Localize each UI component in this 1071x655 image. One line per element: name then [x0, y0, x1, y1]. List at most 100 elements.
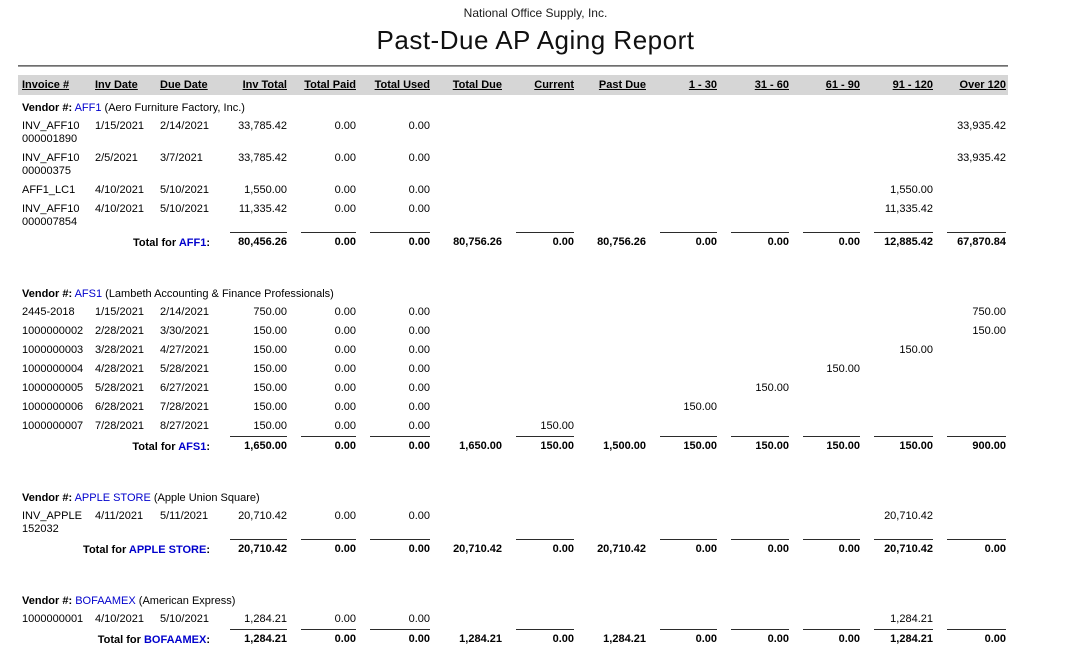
total-value-total_used: 0.00	[370, 539, 430, 556]
cell-b91_120: 1,550.00	[890, 184, 933, 196]
cell-b31_60	[719, 398, 791, 417]
invoice-row: INV_AFF10000007854 4/10/2021 5/10/2021 11,3…	[18, 200, 1008, 232]
invoice-row: 1000000005 5/28/2021 6/27/2021 150.00 0.00 0.…	[18, 379, 1008, 398]
total-value-b31_60: 0.00	[731, 629, 789, 646]
cell-due_date: 3/7/2021	[160, 152, 203, 164]
cell-total_paid: 0.00	[334, 363, 356, 375]
title-divider	[18, 65, 1008, 67]
cell-inv_date: 1/15/2021	[95, 306, 144, 318]
cell-b61_90	[791, 322, 862, 341]
cell-invoice: INV_AFF10000007854	[22, 203, 80, 228]
cell-total_used: 0.00	[408, 401, 430, 413]
header-row: Invoice # Inv Date Due Date Inv Total Total …	[18, 75, 1008, 95]
vendor-total-code-link[interactable]: AFF1	[178, 237, 207, 249]
total-cell-b91_120: 1,284.21	[862, 629, 935, 650]
cell-total_due	[432, 507, 504, 539]
total-cell-total_used: 0.00	[358, 436, 432, 457]
cell-inv_date: 2/5/2021	[95, 152, 138, 164]
cell-current	[504, 341, 576, 360]
total-colon: :	[206, 544, 210, 556]
cell-b31_60	[719, 610, 791, 629]
vendor-total-row: Total for AFF1: 80,456.26 0.00 0.00 80,756.2…	[18, 232, 1008, 253]
cell-past_due	[576, 417, 648, 436]
total-value-total_paid: 0.00	[301, 539, 356, 556]
total-value-b91_120: 1,284.21	[874, 629, 933, 646]
total-cell-past_due: 80,756.26	[576, 232, 648, 253]
total-cell-over_120: 900.00	[935, 436, 1008, 457]
spacer-cell	[18, 560, 1008, 588]
vendor-heading: Vendor #: AFS1 (Lambeth Accounting & Fin…	[18, 281, 1008, 303]
vendor-label: Vendor #:	[22, 492, 73, 504]
cell-current	[504, 200, 576, 232]
cell-total_paid: 0.00	[334, 203, 356, 215]
cell-b61_90	[791, 507, 862, 539]
total-cell-past_due: 1,284.21	[576, 629, 648, 650]
cell-b61_90	[791, 379, 862, 398]
cell-inv_total: 20,710.42	[238, 510, 287, 522]
cell-past_due	[576, 610, 648, 629]
cell-b1_30	[648, 303, 719, 322]
cell-inv_date: 4/11/2021	[95, 510, 144, 522]
cell-over_120	[935, 379, 1008, 398]
cell-over_120: 33,935.42	[957, 120, 1006, 132]
vendor-code-link[interactable]: AFS1	[74, 288, 103, 300]
total-cell-current: 0.00	[504, 539, 576, 560]
total-prefix: Total for	[97, 634, 141, 646]
column-header-inv_date: Inv Date	[91, 75, 156, 95]
invoice-row: 1000000006 6/28/2021 7/28/2021 150.00 0.00 0.…	[18, 398, 1008, 417]
vendor-code-link[interactable]: APPLE STORE	[74, 492, 151, 504]
cell-inv_total: 150.00	[253, 420, 287, 432]
vendor-total-code-link[interactable]: APPLE STORE	[128, 544, 207, 556]
cell-past_due	[576, 200, 648, 232]
cell-over_120: 150.00	[972, 325, 1006, 337]
vendor-code-link[interactable]: BOFAAMEX	[75, 595, 136, 607]
cell-b31_60	[719, 200, 791, 232]
total-cell-current: 150.00	[504, 436, 576, 457]
total-cell-total_due: 20,710.42	[432, 539, 504, 560]
total-cell-inv_total: 20,710.42	[218, 539, 289, 560]
column-header-over_120: Over 120	[935, 75, 1008, 95]
cell-inv_total: 11,335.42	[238, 203, 287, 215]
cell-current	[504, 181, 576, 200]
cell-inv_total: 750.00	[253, 306, 287, 318]
page-title: Past-Due AP Aging Report	[376, 25, 695, 55]
vendor-total-code-link[interactable]: BOFAAMEX	[143, 634, 207, 646]
cell-b61_90	[791, 610, 862, 629]
total-value-over_120: 900.00	[947, 436, 1006, 453]
total-prefix: Total for	[132, 441, 176, 453]
total-cell-total_used: 0.00	[358, 629, 432, 650]
vendor-name: (Lambeth Accounting & Finance Profession…	[105, 288, 334, 300]
total-cell-over_120: 67,870.84	[935, 232, 1008, 253]
total-cell-past_due: 1,500.00	[576, 436, 648, 457]
vendor-code-link[interactable]: AFF1	[74, 102, 102, 114]
cell-over_120	[935, 610, 1008, 629]
cell-total_used: 0.00	[408, 184, 430, 196]
total-cell-b31_60: 0.00	[719, 232, 791, 253]
cell-current	[504, 149, 576, 181]
cell-current	[504, 379, 576, 398]
cell-invoice: 1000000007	[22, 420, 84, 432]
cell-total_paid: 0.00	[334, 306, 356, 318]
total-cell-b1_30: 0.00	[648, 629, 719, 650]
cell-current: 150.00	[540, 420, 574, 432]
section-spacer	[18, 457, 1008, 485]
total-prefix: Total for	[132, 237, 177, 249]
total-cell-b91_120: 20,710.42	[862, 539, 935, 560]
cell-current	[504, 398, 576, 417]
cell-b1_30	[648, 200, 719, 232]
cell-due_date: 4/27/2021	[160, 344, 209, 356]
total-value-over_120: 0.00	[947, 539, 1006, 556]
cell-over_120	[935, 398, 1008, 417]
cell-over_120	[935, 507, 1008, 539]
cell-total_paid: 0.00	[334, 420, 356, 432]
cell-due_date: 8/27/2021	[160, 420, 209, 432]
vendor-total-code-link[interactable]: AFS1	[178, 441, 207, 453]
column-header-total_paid: Total Paid	[289, 75, 358, 95]
cell-b91_120	[862, 360, 935, 379]
cell-past_due	[576, 360, 648, 379]
invoice-row: INV_APPLE152032 4/11/2021 5/11/2021 20,710.…	[18, 507, 1008, 539]
total-cell-over_120: 0.00	[935, 539, 1008, 560]
cell-total_due	[432, 181, 504, 200]
cell-due_date: 2/14/2021	[160, 120, 209, 132]
total-prefix: Total for	[83, 544, 127, 556]
